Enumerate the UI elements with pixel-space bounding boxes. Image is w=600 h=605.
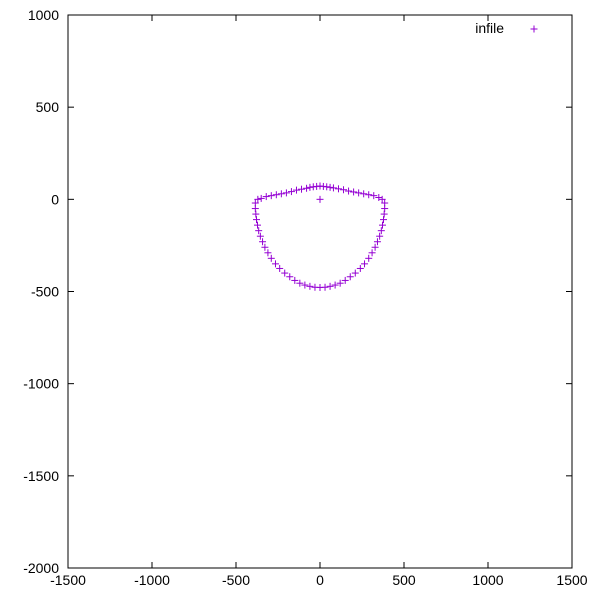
data-point [345,187,353,195]
data-point [334,185,342,193]
x-tick-label: -500 [222,572,250,588]
data-point [306,282,314,290]
y-tick-label: -2000 [23,560,59,576]
data-point [272,191,280,199]
data-point [380,216,388,224]
data-point [376,232,384,240]
data-point [340,186,348,194]
data-point [252,216,260,224]
data-point [298,185,306,193]
data-point [259,238,267,246]
data-point [276,264,284,272]
data-point [316,195,324,203]
data-point [264,249,272,257]
data-point [346,273,354,281]
data-point [331,281,339,289]
data-point [329,184,337,192]
data-point [321,283,329,291]
data-point [301,281,309,289]
y-tick-label: -1500 [23,468,59,484]
data-point [371,243,379,251]
data-point [286,273,294,281]
axis-ticks: -1500 -1000 -500 0 500 1000 1500-2000-1500-100… [23,7,588,588]
y-tick-label: 0 [51,191,59,207]
data-point [256,232,264,240]
x-tick-label: -1000 [134,572,170,588]
data-point [292,186,300,194]
data-point [365,254,373,262]
data-point [375,193,383,201]
data-point [326,183,334,191]
data-point [296,279,304,287]
data-point [306,183,314,191]
data-point [361,260,369,268]
data-point [360,190,368,198]
data-points [251,182,389,291]
data-point [323,183,331,191]
y-tick-label: 1000 [28,7,59,23]
y-tick-label: -500 [31,284,59,300]
x-tick-label: 1500 [556,572,587,588]
data-point [368,249,376,257]
data-point [281,269,289,277]
data-point [287,188,295,196]
x-tick-label: 500 [392,572,416,588]
legend-marker-plus-icon [530,25,538,33]
data-point [257,194,265,202]
data-point [351,269,359,277]
data-point [254,195,262,203]
data-point [277,190,285,198]
x-tick-label: -1500 [50,572,86,588]
data-point [381,199,389,207]
data-point [254,221,262,229]
data-point [356,264,364,272]
data-point [377,227,385,235]
data-point [303,184,311,192]
data-point [291,276,299,284]
data-point [370,192,378,200]
data-point [252,210,260,218]
plot-frame [67,14,573,569]
data-point [326,282,334,290]
data-point [282,189,290,197]
data-point [267,254,275,262]
data-point [267,192,275,200]
legend-series-label: infile [475,20,504,36]
data-point [251,205,259,213]
y-tick-label: 500 [36,99,60,115]
data-point [271,260,279,268]
data-point [261,243,269,251]
data-point [350,188,358,196]
data-point [380,210,388,218]
data-point [355,189,363,197]
data-point [378,195,386,203]
legend: infile [475,20,538,36]
legend-plus-icon [530,25,538,33]
y-tick-label: -1000 [23,376,59,392]
data-point [336,279,344,287]
data-point [341,276,349,284]
x-tick-label: 0 [316,572,324,588]
data-point [365,191,373,199]
data-point [255,227,263,235]
data-point [378,221,386,229]
data-point [373,238,381,246]
x-tick-label: 1000 [472,572,503,588]
data-point [262,193,270,201]
